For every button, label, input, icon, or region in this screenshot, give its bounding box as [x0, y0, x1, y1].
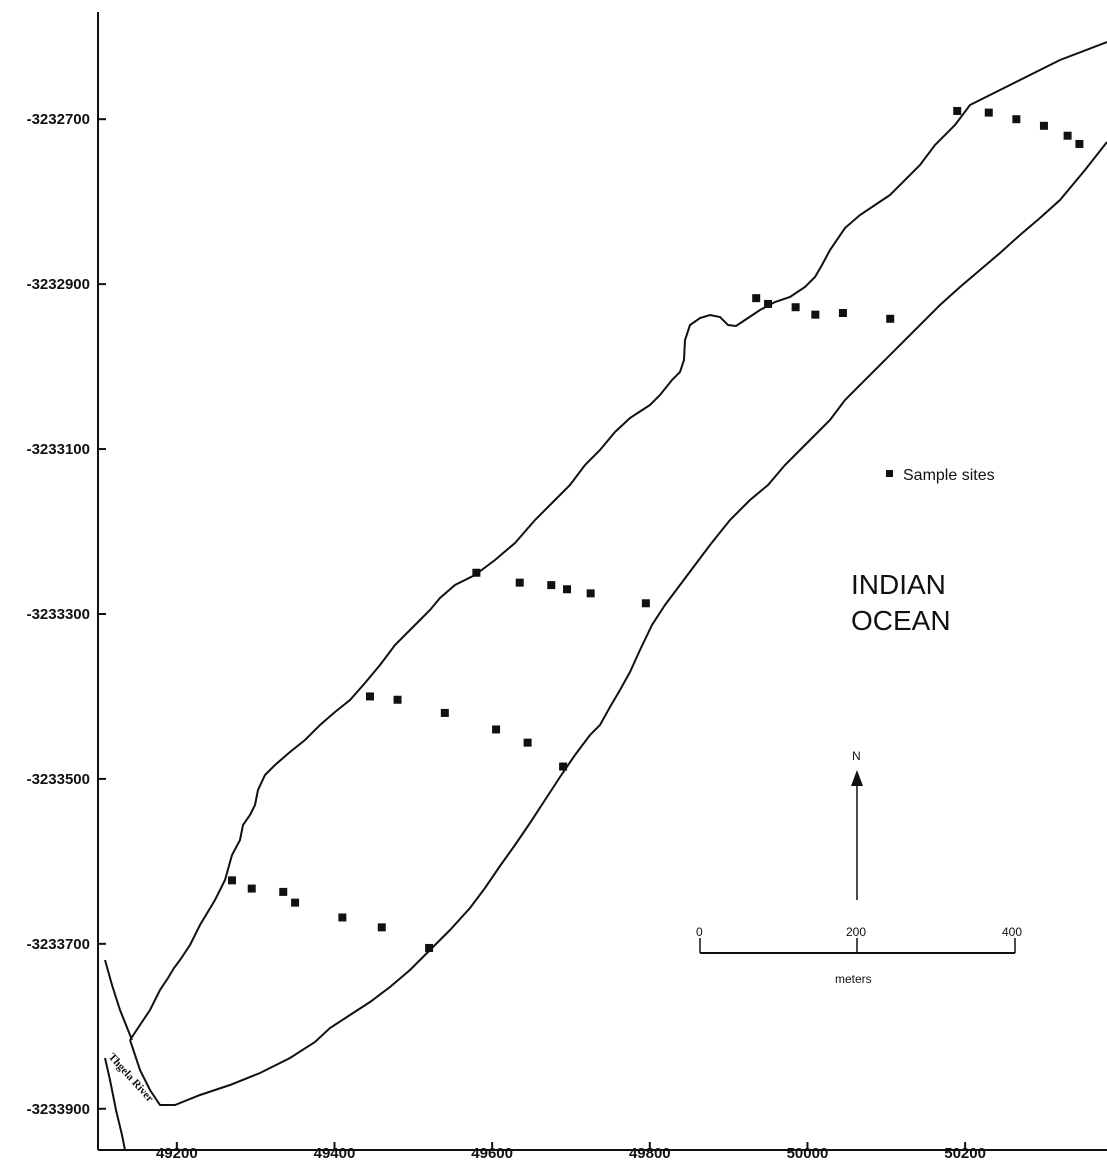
sample-site-point [425, 943, 434, 952]
sample-site-point [563, 585, 572, 594]
sample-site-point [791, 303, 800, 312]
legend-marker [886, 470, 893, 477]
sample-site-point [1012, 115, 1021, 124]
sample-site-point [492, 725, 501, 734]
y-tick-label: -3233100 [27, 441, 90, 458]
x-tick-label: 50000 [787, 1145, 829, 1161]
x-tick-label: 49400 [314, 1145, 356, 1161]
sample-site-point [338, 913, 347, 922]
sample-site-point [1039, 121, 1048, 130]
map-axes [97, 12, 1107, 1151]
river-bank-lower [104, 1057, 126, 1151]
y-tick-label: -3233700 [27, 936, 90, 953]
sample-site-point [641, 599, 650, 608]
sample-site-point [365, 692, 374, 701]
x-tick-label: 49200 [156, 1145, 198, 1161]
outer-shoreline [129, 141, 1107, 1106]
y-tick-label: -3233300 [27, 606, 90, 623]
sample-site-point [472, 568, 481, 577]
sample-site-point [586, 589, 595, 598]
sample-site-point [953, 106, 962, 115]
sample-site-point [291, 898, 300, 907]
scale-label-400: 400 [1002, 925, 1022, 939]
sample-site-point [547, 581, 556, 590]
x-axis-labels: 49200 49400 49600 49800 50000 50200 [156, 1142, 986, 1161]
x-tick-label: 50200 [944, 1145, 986, 1161]
sample-site-point [984, 108, 993, 117]
ocean-label: INDIAN OCEAN [851, 569, 951, 636]
north-arrow: N [851, 749, 863, 900]
inner-shoreline [129, 41, 1107, 1041]
y-tick-label: -3233900 [27, 1101, 90, 1118]
sample-sites [228, 106, 1084, 952]
sample-site-point [811, 310, 820, 319]
x-tick-label: 49600 [471, 1145, 513, 1161]
ocean-label-line2: OCEAN [851, 605, 951, 636]
sample-site-point [515, 578, 524, 587]
sample-site-point [279, 887, 288, 896]
x-tick-label: 49800 [629, 1145, 671, 1161]
sample-site-point [393, 695, 402, 704]
scale-label-200: 200 [846, 925, 866, 939]
sample-site-point [838, 308, 847, 317]
legend-label: Sample sites [903, 467, 995, 484]
scale-bar: 0 200 400 meters [696, 925, 1022, 986]
north-arrow-head [851, 770, 863, 786]
estuary-shoreline [104, 41, 1107, 1151]
sample-site-point [752, 294, 761, 303]
sample-site-point [559, 762, 568, 771]
legend: Sample sites [886, 467, 995, 484]
sample-site-point [764, 299, 773, 308]
sample-site-point [228, 876, 237, 885]
scale-label-0: 0 [696, 925, 703, 939]
y-tick-label: -3232900 [27, 276, 90, 293]
y-tick-label: -3232700 [27, 111, 90, 128]
scale-unit-label: meters [835, 972, 872, 986]
sample-site-point [440, 708, 449, 717]
river-bank-upper [104, 959, 133, 1041]
sample-site-point [247, 884, 256, 893]
sample-site-point [886, 314, 895, 323]
sample-site-point [523, 738, 532, 747]
ocean-label-line1: INDIAN [851, 569, 946, 600]
sample-site-point [1075, 139, 1084, 148]
sample-site-point [377, 923, 386, 932]
y-tick-label: -3233500 [27, 771, 90, 788]
sample-site-point [1063, 131, 1072, 140]
y-axis-labels: -3232700 -3232900 -3233100 -3233300 -3233500… [27, 111, 106, 1118]
north-label: N [852, 749, 861, 763]
